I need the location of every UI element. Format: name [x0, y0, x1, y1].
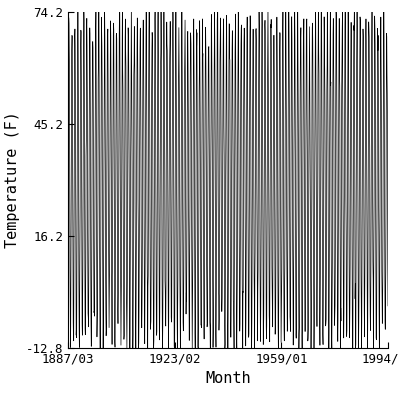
- X-axis label: Month: Month: [205, 372, 251, 386]
- Y-axis label: Temperature (F): Temperature (F): [5, 112, 20, 248]
